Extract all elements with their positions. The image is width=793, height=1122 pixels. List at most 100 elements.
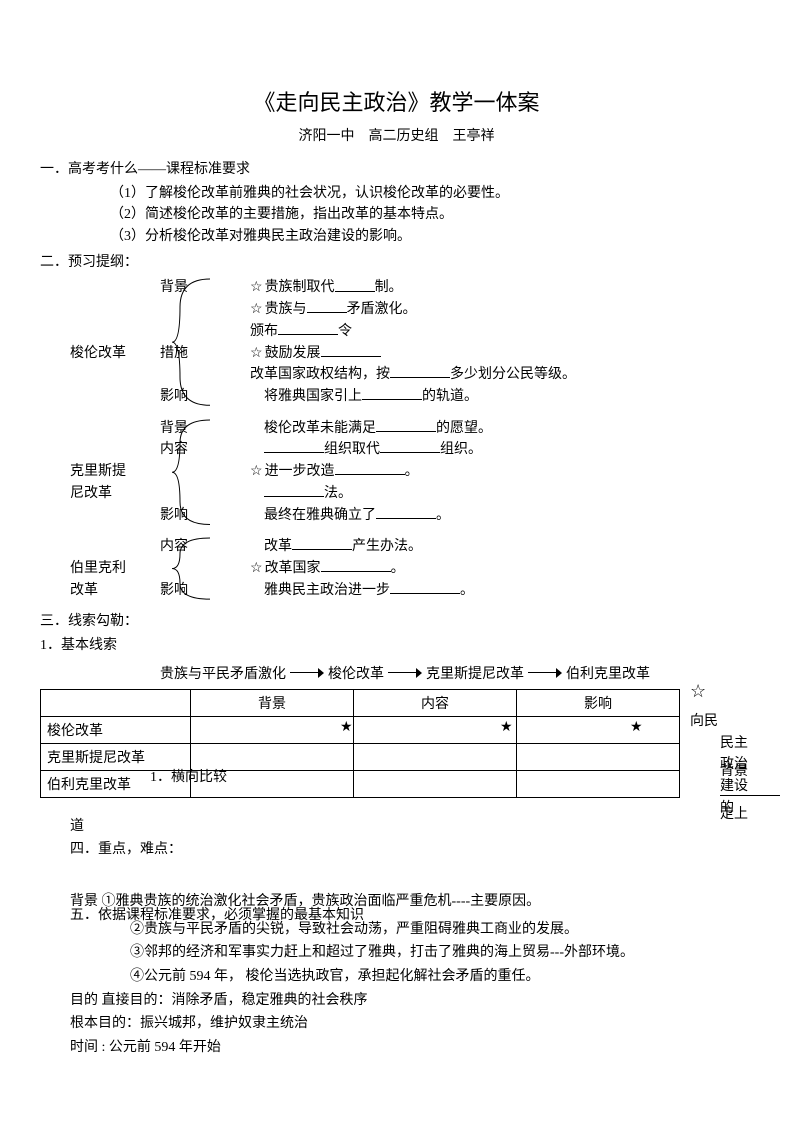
row-text: 。 bbox=[391, 561, 405, 576]
blank-field[interactable] bbox=[720, 782, 780, 796]
arrow-icon bbox=[290, 668, 324, 678]
bg-line-2: ②贵族与平民矛盾的尖锐，导致社会动荡，严重阻碍雅典工商业的发展。 bbox=[70, 919, 753, 941]
section-3-head: 三．线索勾勒： bbox=[40, 611, 753, 633]
row-text: 进一步改造 bbox=[265, 464, 335, 479]
side-text: 背景 走上 bbox=[720, 761, 780, 826]
dao-text: 道 bbox=[70, 816, 753, 838]
table-cell[interactable] bbox=[354, 743, 517, 770]
blank-field[interactable] bbox=[264, 483, 324, 497]
arrow-icon bbox=[528, 668, 562, 678]
blank-field[interactable] bbox=[376, 418, 436, 432]
section-4-head: 四．重点，难点： bbox=[70, 839, 753, 861]
flow-chart: 贵族与平民矛盾激化 梭伦改革 克里斯提尼改革 伯利克里改革 bbox=[160, 663, 753, 683]
row-text: 最终在雅典确立了 bbox=[264, 508, 376, 523]
row-text: 的愿望。 bbox=[436, 421, 492, 436]
page-title: 《走向民主政治》教学一体案 bbox=[40, 85, 753, 117]
table-row: 克里斯提尼改革 bbox=[41, 743, 680, 770]
time-line: 时间 : 公元前 594 年开始 bbox=[70, 1037, 753, 1059]
blank-field[interactable] bbox=[335, 278, 375, 292]
section-1-head: 一．高考考什么——课程标准要求 bbox=[40, 159, 753, 181]
sec3-sub2: 1．横向比较 bbox=[150, 767, 227, 789]
row-label: 措施 bbox=[160, 346, 188, 361]
table-cell[interactable] bbox=[191, 716, 354, 743]
block-name: 伯里克利 bbox=[70, 561, 126, 576]
row-text: 多少划分公民等级。 bbox=[450, 367, 576, 382]
row-label: 背景 bbox=[160, 421, 188, 436]
comparison-table: 背景 内容 影响 梭伦改革 克里斯提尼改革 伯利克里改革 bbox=[40, 689, 680, 798]
blank-field[interactable] bbox=[307, 299, 347, 313]
section-2-head: 二．预习提纲： bbox=[40, 252, 753, 274]
row-text: 鼓励发展 bbox=[265, 346, 321, 361]
bg-line-3: ③邻邦的经济和军事实力赶上和超过了雅典，打击了雅典的海上贸易---外部环境。 bbox=[70, 942, 753, 964]
sec1-item-3: （3）分析梭伦改革对雅典民主政治建设的影响。 bbox=[40, 226, 753, 248]
blank-field[interactable] bbox=[292, 536, 352, 550]
table-cell[interactable] bbox=[517, 716, 680, 743]
blank-field[interactable] bbox=[264, 439, 324, 453]
purpose-b: 根本目的：振兴城邦，维护奴隶主统治 bbox=[70, 1013, 753, 1035]
row-label: 影响 bbox=[160, 389, 188, 404]
outline-block-bolikeli: 内容 改革产生办法。 伯里克利 ☆改革国家。 改革 影响 雅典民主政治进一步。 bbox=[40, 536, 753, 601]
comparison-table-wrap: 背景 内容 影响 梭伦改革 克里斯提尼改革 伯利克里改革 ★ ★ ★ ☆ 向民 … bbox=[40, 689, 753, 798]
table-cell[interactable] bbox=[517, 770, 680, 797]
table-header: 背景 bbox=[191, 689, 354, 716]
row-text: 改革国家 bbox=[265, 561, 321, 576]
blank-field[interactable] bbox=[390, 364, 450, 378]
row-label: 背景 bbox=[160, 280, 188, 295]
bg-line-4: ④公元前 594 年， 梭伦当选执政官，承担起化解社会矛盾的重任。 bbox=[70, 966, 753, 988]
row-text: 改革国家政权结构，按 bbox=[250, 367, 390, 382]
star-icon: ☆ bbox=[690, 681, 706, 702]
block-name: 改革 bbox=[70, 583, 98, 598]
outline-block-kelisitini: 背景 梭伦改革未能满足的愿望。 内容 组织取代组织。 克里斯提 ☆进一步改造。 … bbox=[40, 418, 753, 527]
blank-field[interactable] bbox=[362, 386, 422, 400]
sec1-item-2: （2）简述梭伦改革的主要措施，指出改革的基本特点。 bbox=[40, 204, 753, 226]
table-header: 影响 bbox=[517, 689, 680, 716]
row-label: 影响 bbox=[160, 583, 188, 598]
blank-field[interactable] bbox=[321, 558, 391, 572]
bg-line-1: 背景 ①雅典贵族的统治激化社会矛盾，贵族政治面临严重危机----主要原因。 bbox=[70, 891, 753, 913]
row-text: 将雅典国家引上 bbox=[264, 389, 362, 404]
table-cell[interactable] bbox=[517, 743, 680, 770]
table-cell[interactable] bbox=[354, 770, 517, 797]
block-name: 克里斯提 bbox=[70, 464, 126, 479]
star-icon: ★ bbox=[340, 719, 353, 736]
blank-field[interactable] bbox=[380, 439, 440, 453]
row-text: 颁布 bbox=[250, 324, 278, 339]
flow-node: 克里斯提尼改革 bbox=[426, 663, 524, 683]
table-header: 内容 bbox=[354, 689, 517, 716]
purpose-a: 目的 直接目的：消除矛盾，稳定雅典的社会秩序 bbox=[70, 990, 753, 1012]
row-label: 内容 bbox=[160, 539, 188, 554]
blank-field[interactable] bbox=[390, 580, 460, 594]
row-text: 贵族制取代 bbox=[265, 281, 335, 296]
row-text: 改革 bbox=[264, 539, 292, 554]
star-icon: ☆ bbox=[250, 299, 263, 321]
flow-node: 梭伦改革 bbox=[328, 663, 384, 683]
row-text: 。 bbox=[405, 464, 419, 479]
blank-field[interactable] bbox=[335, 461, 405, 475]
row-text: 贵族与 bbox=[265, 302, 307, 317]
table-row: 梭伦改革 bbox=[41, 716, 680, 743]
row-text: 梭伦改革未能满足 bbox=[264, 421, 376, 436]
row-text: 产生办法。 bbox=[352, 539, 422, 554]
block-name: 梭伦改革 bbox=[70, 346, 126, 361]
table-row: 背景 内容 影响 bbox=[41, 689, 680, 716]
row-text: 令 bbox=[338, 324, 352, 339]
outline-block-suolun: 背景 ☆贵族制取代制。 ☆贵族与矛盾激化。 颁布令 梭伦改革 措施 ☆鼓励发展 … bbox=[40, 277, 753, 407]
star-icon: ☆ bbox=[250, 558, 263, 580]
star-icon: ☆ bbox=[250, 277, 263, 299]
blank-field[interactable] bbox=[376, 505, 436, 519]
row-label: 内容 bbox=[160, 442, 188, 457]
table-cell[interactable] bbox=[354, 716, 517, 743]
star-icon: ★ bbox=[630, 719, 643, 736]
side-text: 向民 bbox=[690, 711, 718, 733]
star-icon: ★ bbox=[500, 719, 513, 736]
row-text: 的轨道。 bbox=[422, 389, 478, 404]
row-text: 。 bbox=[436, 508, 450, 523]
row-text: 矛盾激化。 bbox=[347, 302, 417, 317]
flow-node: 贵族与平民矛盾激化 bbox=[160, 663, 286, 683]
row-text: 法。 bbox=[324, 486, 352, 501]
row-label: 影响 bbox=[160, 508, 188, 523]
blank-field[interactable] bbox=[278, 321, 338, 335]
row-text: 制。 bbox=[375, 281, 403, 296]
blank-field[interactable] bbox=[321, 343, 381, 357]
block-name: 尼改革 bbox=[70, 486, 112, 501]
